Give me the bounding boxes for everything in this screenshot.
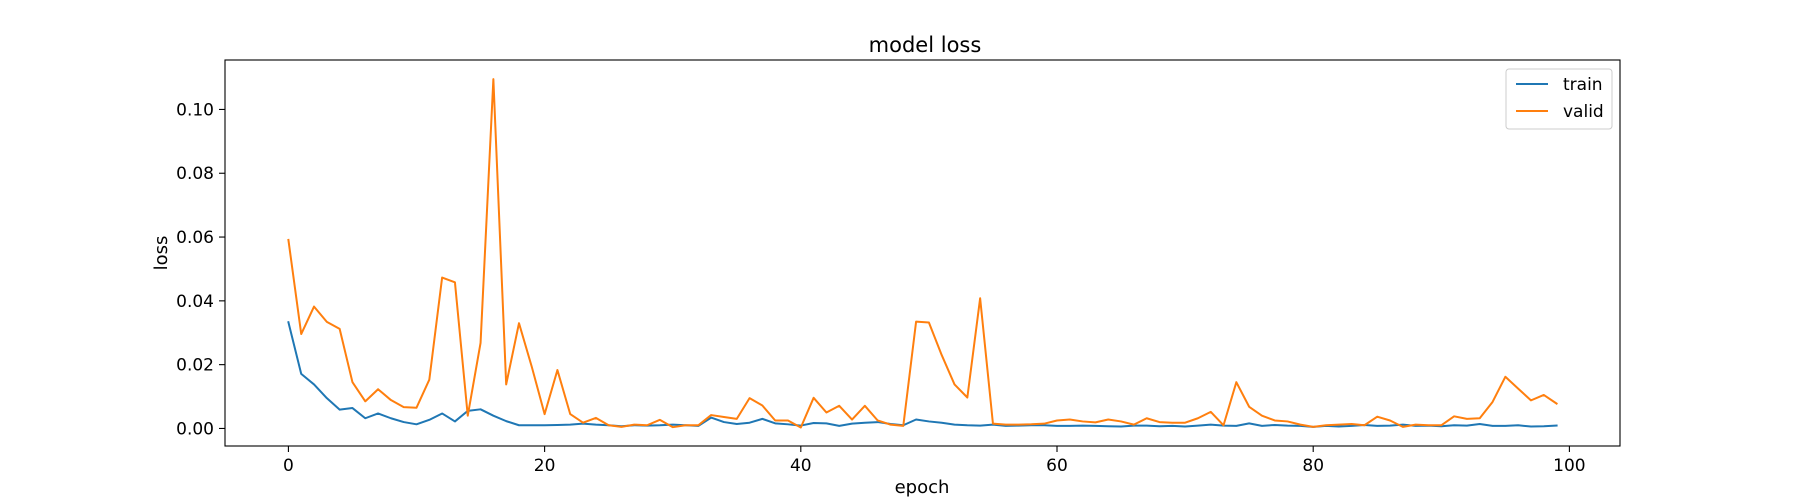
legend: train valid: [1505, 68, 1613, 130]
x-tick-label: 60: [1046, 456, 1068, 476]
y-tick-label: 0.10: [176, 100, 214, 120]
y-tick-label: 0.00: [176, 419, 214, 439]
x-tick-label: 20: [534, 456, 556, 476]
y-tick-label: 0.02: [176, 356, 214, 376]
plot-area: [224, 59, 1621, 447]
y-axis-label: loss: [151, 236, 172, 271]
chart-title: model loss: [869, 33, 982, 57]
y-tick-label: 0.08: [176, 164, 214, 184]
legend-label-train: train: [1563, 75, 1603, 95]
x-tick-label: 100: [1553, 456, 1585, 476]
x-axis: 0 20 40 60 80 100: [283, 446, 1586, 476]
plot-frame: [224, 59, 1621, 447]
y-tick-label: 0.06: [176, 228, 214, 248]
x-tick-label: 80: [1302, 456, 1324, 476]
series-line-train: [287, 321, 1558, 428]
x-axis-label: epoch: [895, 477, 950, 498]
y-tick-label: 0.04: [176, 292, 214, 312]
plot-background: [225, 60, 1620, 446]
series-line-valid: [287, 78, 1558, 429]
y-axis: 0.00 0.02 0.04 0.06 0.08 0.10: [176, 100, 225, 439]
x-tick-label: 40: [790, 456, 812, 476]
x-tick-label: 0: [283, 456, 294, 476]
legend-label-valid: valid: [1563, 102, 1604, 122]
series-layer: [287, 78, 1558, 429]
